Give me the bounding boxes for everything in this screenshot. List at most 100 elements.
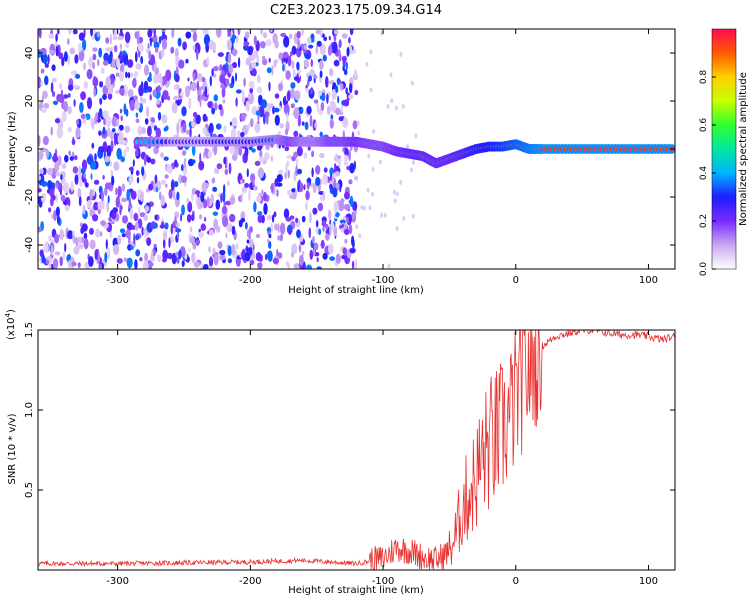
noise-cell xyxy=(147,125,152,137)
noise-cell xyxy=(130,190,137,200)
noise-cell xyxy=(121,233,127,238)
noise-cell xyxy=(329,256,335,261)
noise-cell xyxy=(78,165,81,176)
noise-cell xyxy=(295,217,299,223)
noise-cell xyxy=(266,67,272,74)
noise-cell xyxy=(334,162,337,173)
noise-cell xyxy=(321,92,326,102)
noise-cell xyxy=(345,61,348,70)
colorbar-ticks: 0.0 0.2 0.4 0.6 0.8 xyxy=(699,70,716,276)
noise-cell xyxy=(335,212,340,218)
noise-cell xyxy=(125,71,128,79)
noise-cell xyxy=(178,59,185,69)
noise-cell xyxy=(121,197,128,203)
noise-cell xyxy=(69,156,74,161)
noise-cell xyxy=(394,105,398,111)
noise-cell xyxy=(97,200,104,210)
noise-cell xyxy=(114,134,117,147)
noise-cell xyxy=(124,125,131,134)
noise-cell xyxy=(38,29,42,39)
noise-cell xyxy=(158,191,162,201)
noise-cell xyxy=(141,166,145,177)
noise-cell xyxy=(91,142,95,149)
noise-cell xyxy=(326,105,331,114)
noise-cell xyxy=(371,167,375,172)
noise-cell xyxy=(312,249,316,257)
noise-cell xyxy=(139,96,143,102)
noise-cell xyxy=(102,175,105,180)
noise-cell xyxy=(165,183,168,188)
noise-cell xyxy=(349,162,355,174)
noise-cell xyxy=(315,44,318,55)
noise-cell xyxy=(40,68,45,74)
noise-cell xyxy=(102,126,106,136)
noise-cell xyxy=(115,196,120,208)
noise-cell xyxy=(277,169,284,175)
noise-cell xyxy=(319,43,326,56)
noise-cell xyxy=(322,173,328,186)
noise-cell xyxy=(135,170,140,176)
noise-cell xyxy=(116,258,123,264)
noise-cell xyxy=(360,204,364,210)
noise-cell xyxy=(138,36,144,44)
noise-cell xyxy=(340,105,344,114)
noise-cell xyxy=(331,101,336,113)
noise-cell xyxy=(322,226,325,232)
noise-cell xyxy=(96,31,101,38)
noise-cell xyxy=(276,174,282,183)
noise-cell xyxy=(272,33,278,44)
noise-cell xyxy=(342,58,346,68)
noise-cell xyxy=(146,237,152,247)
noise-cell xyxy=(277,223,280,234)
noise-cell xyxy=(252,180,255,187)
noise-cell xyxy=(120,156,125,163)
noise-cell xyxy=(140,56,144,64)
noise-cell xyxy=(92,214,99,222)
noise-cell xyxy=(45,259,50,265)
noise-cell xyxy=(286,155,293,160)
noise-cell xyxy=(105,47,111,52)
noise-cell xyxy=(83,232,88,240)
noise-cell xyxy=(312,235,315,244)
noise-cell xyxy=(257,211,263,216)
noise-cell xyxy=(89,227,94,235)
noise-cell xyxy=(319,195,323,202)
noise-cell xyxy=(63,94,69,99)
noise-cell xyxy=(328,209,332,220)
noise-cell xyxy=(117,128,120,134)
spectrogram-x-label: Height of straight line (km) xyxy=(288,285,424,296)
noise-cell xyxy=(155,186,159,193)
noise-cell xyxy=(176,256,180,264)
noise-cell xyxy=(303,45,308,50)
noise-cell xyxy=(111,211,117,220)
noise-cell xyxy=(253,201,257,213)
noise-cell xyxy=(215,123,222,130)
noise-cell xyxy=(119,228,126,234)
noise-cell xyxy=(134,100,141,111)
noise-cell xyxy=(284,172,287,180)
noise-cell xyxy=(300,29,304,36)
noise-cell xyxy=(105,116,112,127)
noise-cell xyxy=(92,53,97,61)
snr-y-label: SNR (10 * v/v) xyxy=(7,413,18,484)
noise-cell xyxy=(256,195,262,203)
x-tick-label: 100 xyxy=(639,576,658,587)
noise-cell xyxy=(229,196,236,205)
noise-cell xyxy=(316,266,322,269)
figure-title: C2E3.2023.175.09.34.G14 xyxy=(270,3,442,18)
noise-cell xyxy=(227,245,232,257)
noise-cell xyxy=(348,179,353,185)
noise-cell xyxy=(244,251,251,262)
noise-cell xyxy=(181,150,187,156)
noise-cell xyxy=(153,73,159,84)
noise-cell xyxy=(62,182,70,194)
noise-cell xyxy=(143,80,149,91)
noise-cell xyxy=(219,64,223,72)
noise-cell xyxy=(223,201,226,213)
noise-cell xyxy=(365,61,369,67)
noise-cell xyxy=(194,190,201,195)
noise-cell xyxy=(193,111,198,118)
noise-cell xyxy=(122,215,128,224)
noise-cell xyxy=(223,184,226,195)
